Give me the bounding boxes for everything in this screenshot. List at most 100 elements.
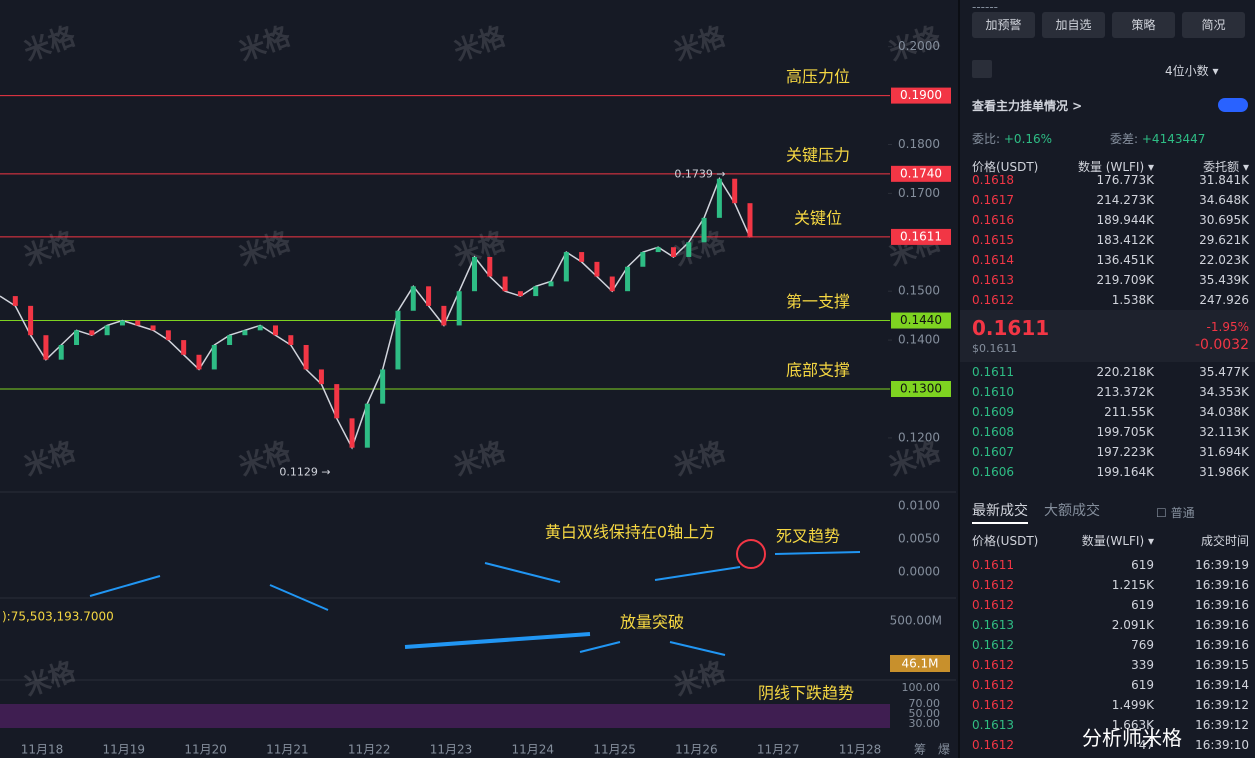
bid-row: 0.1609 211.55K 34.038K: [972, 402, 1249, 422]
cell: 22.023K: [1199, 253, 1249, 267]
cell: 0.1613: [972, 718, 1014, 732]
trade-row: 0.1612 1.499K 16:39:12: [972, 695, 1249, 715]
cell: 0.1612: [972, 638, 1014, 652]
candle: [640, 252, 646, 267]
candle: [410, 286, 416, 311]
cell: 211.55K: [1104, 405, 1154, 419]
layout-icon[interactable]: [972, 60, 992, 78]
cell: 0.1612: [972, 578, 1014, 592]
normal-check[interactable]: ☐ 普通: [1156, 506, 1195, 520]
candle: [288, 335, 294, 345]
tab[interactable]: 最新成交: [972, 503, 1028, 519]
change: -0.0032: [1194, 337, 1249, 353]
candle: [43, 335, 49, 360]
cell: 16:39:16: [1195, 638, 1249, 652]
cell: 29.621K: [1199, 233, 1249, 247]
button[interactable]: 策略: [1112, 12, 1175, 38]
bid-row: 0.1606 199.164K 31.986K: [972, 462, 1249, 482]
button[interactable]: 简况: [1182, 12, 1245, 38]
cell: 769: [1131, 638, 1154, 652]
candle: [257, 325, 263, 331]
cell: 1.538K: [1111, 293, 1154, 307]
cell: 32.113K: [1199, 425, 1249, 439]
volume-last: 46.1M: [901, 657, 938, 671]
level-note: 高压力位: [786, 67, 850, 86]
candle: [441, 305, 447, 326]
candle: [135, 320, 141, 326]
candle: [716, 178, 722, 218]
cell: 339: [1131, 658, 1154, 672]
candle: [655, 247, 661, 253]
chart: 46.1M ):75,503,193.7000 500.00M 放量突破 黄白双…: [0, 20, 956, 757]
last-usd: $0.1611: [972, 342, 1018, 355]
button[interactable]: 加预警: [972, 12, 1035, 38]
button[interactable]: 加自选: [1042, 12, 1105, 38]
cell: 0.1612: [972, 293, 1014, 307]
rsi-tick: 30.00: [909, 717, 941, 730]
extreme-label: 0.1129 →: [279, 466, 330, 479]
tab[interactable]: 大额成交: [1044, 503, 1100, 519]
cell: 16:39:15: [1195, 658, 1249, 672]
candle: [349, 418, 355, 448]
candle: [533, 286, 539, 297]
y-tick-label: 0.1800: [898, 137, 940, 151]
trade-row: 0.1613 2.091K 16:39:16: [972, 615, 1249, 635]
candle: [579, 252, 585, 262]
cell: 47: [1138, 738, 1154, 752]
cell: 34.648K: [1199, 193, 1249, 207]
cell: 219.709K: [1096, 273, 1155, 287]
y-tick-label: 0.2000: [898, 39, 940, 53]
side-panel: ------ 加预警 加自选 策略 简况 4位小数 ▾ 查看主力挂单情况 > 委…: [958, 0, 1255, 758]
cell: 16:39:16: [1195, 618, 1249, 632]
candle: [104, 325, 110, 336]
cell: 136.451K: [1096, 253, 1155, 267]
volume-label: ):75,503,193.7000: [2, 610, 114, 624]
cell: 2.091K: [1111, 618, 1154, 632]
candle: [12, 296, 18, 306]
cell: 0.1610: [972, 385, 1014, 399]
candle: [625, 266, 631, 292]
cell: 30.695K: [1199, 213, 1249, 227]
x-tick-label: 11月19: [103, 743, 146, 757]
cell: 0.1606: [972, 465, 1014, 479]
candle: [426, 286, 432, 306]
cell: 0.1616: [972, 213, 1014, 227]
cell: 619: [1131, 558, 1154, 572]
main-orders[interactable]: 查看主力挂单情况 >: [972, 99, 1083, 113]
cell: 1.663K: [1111, 718, 1154, 732]
candle: [74, 330, 80, 345]
trade-row: 0.1613 1.663K 16:39:12: [972, 715, 1249, 735]
cell: 213.372K: [1096, 385, 1155, 399]
tab-underline: [972, 522, 1028, 524]
cell: 0.1612: [972, 678, 1014, 692]
x-tick-label: 11月26: [675, 743, 718, 757]
cell: 34.353K: [1199, 385, 1249, 399]
candle: [364, 403, 370, 448]
toggle[interactable]: [1218, 98, 1248, 112]
cell: 247.926: [1199, 293, 1249, 307]
candle: [242, 330, 248, 336]
level-label: 0.1611: [900, 229, 942, 243]
x-tick-label: 11月21: [266, 743, 309, 757]
decimals[interactable]: 4位小数 ▾: [1165, 64, 1219, 78]
signature: 分析师米格: [1082, 726, 1182, 750]
bid-row: 0.1611 220.218K 35.477K: [972, 362, 1249, 382]
level-box: [891, 165, 951, 182]
trade-row: 0.1612 769 16:39:16: [972, 635, 1249, 655]
trade-row: 0.1612 47 16:39:10: [972, 735, 1249, 755]
candle: [609, 276, 615, 292]
level-box: [891, 381, 951, 397]
rsi-note: 阴线下跌趋势: [758, 684, 854, 703]
cell: 0.1617: [972, 193, 1014, 207]
tool-label[interactable]: 筹: [914, 743, 926, 757]
y-tick-label: 0.1500: [898, 284, 940, 298]
rsi-tick: 70.00: [909, 697, 941, 710]
cell: 220.218K: [1096, 365, 1155, 379]
candle: [701, 217, 707, 243]
cell: 619: [1131, 598, 1154, 612]
cell: 619: [1131, 678, 1154, 692]
volume-box: [890, 655, 950, 672]
cell: 0.1612: [972, 598, 1014, 612]
tool-label[interactable]: 爆: [938, 743, 950, 757]
x-tick-label: 11月23: [430, 743, 473, 757]
